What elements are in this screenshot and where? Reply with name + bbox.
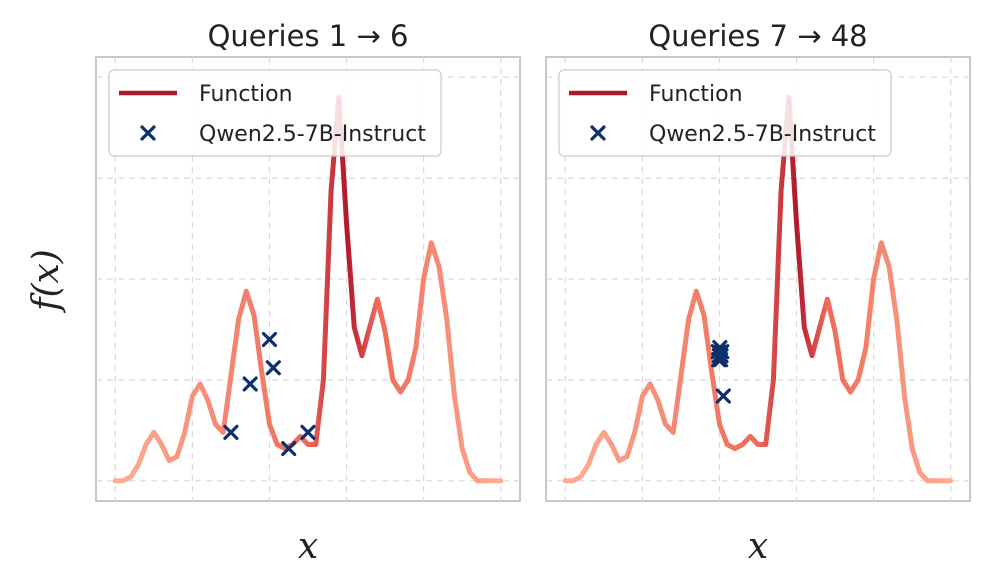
query-point-marker [261, 331, 278, 348]
right-panel: Function Qwen2.5-7B-Instruct Queries 7 → 4… [545, 19, 971, 567]
legend-marker-swatch [140, 125, 156, 141]
legend-model-label: Qwen2.5-7B-Instruct [649, 122, 876, 147]
x-axis-label: x [748, 526, 768, 567]
query-point-marker [223, 424, 239, 440]
query-point-marker [715, 388, 731, 404]
y-axis-label: f(x) [26, 249, 67, 314]
legend-box [558, 69, 892, 157]
legend-marker-swatch [590, 125, 606, 141]
function-line [562, 94, 954, 484]
query-point-marker [712, 340, 728, 356]
x-axis-label: x [298, 526, 318, 567]
query-point-marker [281, 440, 297, 457]
panel-title: Queries 7 → 48 [648, 19, 867, 53]
legend-box [108, 69, 442, 157]
legend-function-label: Function [649, 82, 743, 107]
legend-function-label: Function [199, 82, 293, 107]
left-panel: Function Qwen2.5-7B-Instruct Queries 1 → 6… [95, 19, 521, 567]
query-point-marker [242, 376, 258, 392]
legend-model-label: Qwen2.5-7B-Instruct [199, 122, 426, 147]
panel-title: Queries 1 → 6 [208, 19, 409, 53]
query-point-marker [300, 424, 316, 440]
function-line [112, 94, 504, 484]
query-point-marker [265, 360, 281, 376]
